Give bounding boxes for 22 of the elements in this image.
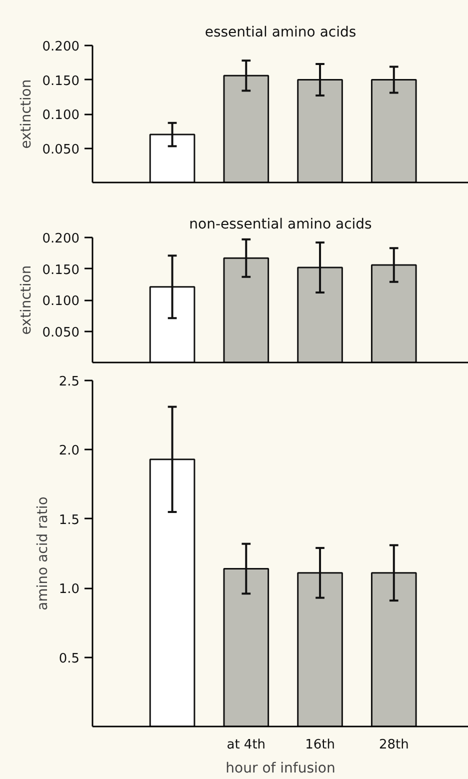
y-tick-label: 0.200 (42, 232, 80, 246)
y-tick-label: 0.100 (42, 294, 80, 309)
y-tick-label: 0.150 (42, 74, 80, 89)
x-tick-label: 28th (378, 738, 409, 752)
y-axis-title: extinction (18, 265, 34, 335)
y-tick-label: 0.5 (58, 651, 80, 666)
y-axis-title: extinction (18, 79, 34, 149)
y-tick-label: 0.200 (42, 40, 80, 54)
x-axis-title: hour of infusion (226, 760, 336, 776)
y-tick-label: 1.0 (58, 582, 80, 598)
chart-title: non-essential amino acids (189, 216, 372, 232)
y-tick-label: 0.100 (42, 108, 80, 123)
x-tick-label: at 4th (226, 738, 266, 752)
y-tick-label: 0.050 (42, 325, 80, 340)
y-tick-label: 0.150 (42, 262, 80, 278)
y-axis-title: amino acid ratio (34, 496, 51, 610)
y-tick-label: 1.5 (58, 512, 80, 528)
y-tick-label: 0.050 (42, 142, 80, 158)
chart-title: essential amino acids (204, 24, 356, 40)
y-tick-label: 2.0 (58, 444, 80, 459)
x-tick-label: 16th (305, 738, 335, 752)
y-tick-label: 2.5 (58, 374, 80, 390)
